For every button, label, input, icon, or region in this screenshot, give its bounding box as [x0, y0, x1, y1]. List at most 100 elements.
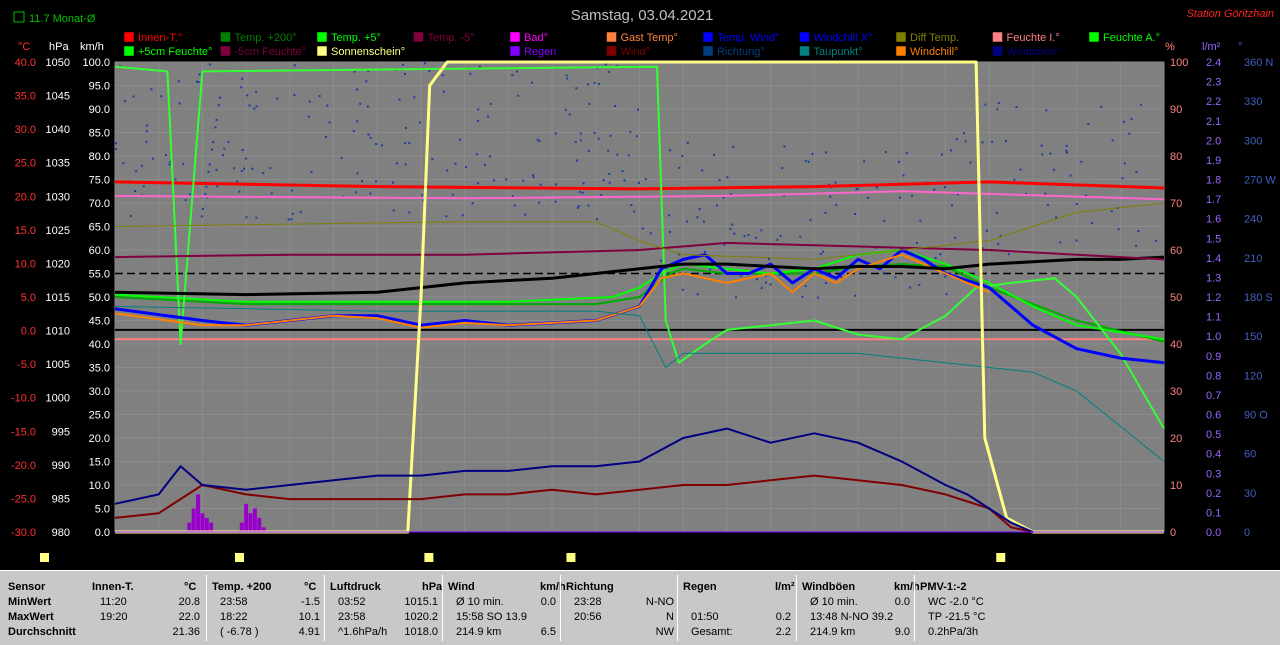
- direction-point: [678, 166, 681, 169]
- direction-point: [819, 253, 822, 256]
- direction-point: [375, 143, 378, 146]
- direction-point: [951, 204, 954, 207]
- direction-point: [945, 293, 948, 296]
- direction-point: [565, 74, 568, 77]
- direction-point: [997, 243, 1000, 246]
- direction-point: [270, 192, 273, 195]
- direction-point: [755, 278, 758, 281]
- direction-point: [464, 166, 467, 169]
- legend-swatch: [606, 31, 617, 43]
- x-tick-label: 10:00: [538, 542, 566, 554]
- direction-point: [574, 140, 577, 143]
- series-line: [114, 190, 1165, 201]
- direction-point: [944, 275, 947, 278]
- stat-separator: [560, 575, 561, 641]
- direction-point: [608, 172, 611, 175]
- marker-label: 19:45: [964, 553, 992, 565]
- legend-label: Diff Temp.: [910, 32, 959, 44]
- marker-label: 02:20: [203, 553, 231, 565]
- direction-point: [600, 194, 603, 197]
- x-tick-label: 01:00: [145, 542, 173, 554]
- direction-point: [996, 108, 999, 111]
- wind-tick-label: 65.0: [89, 222, 110, 234]
- direction-point: [469, 72, 472, 75]
- direction-point: [635, 135, 638, 138]
- direction-point: [200, 215, 203, 218]
- direction-point: [308, 100, 311, 103]
- wind-tick-label: 0.0: [95, 527, 110, 539]
- direction-point: [933, 188, 936, 191]
- rain-bar: [257, 517, 262, 532]
- stat-value: 1018.0: [404, 626, 438, 638]
- direction-point: [352, 130, 355, 133]
- direction-point: [1117, 228, 1120, 231]
- direction-point: [940, 153, 943, 156]
- direction-point: [856, 187, 859, 190]
- direction-point: [575, 87, 578, 90]
- legend-swatch: [606, 45, 617, 57]
- direction-point: [269, 167, 272, 170]
- direction-point: [1139, 103, 1142, 106]
- direction-point: [446, 169, 449, 172]
- direction-point: [404, 126, 407, 129]
- series-line: [114, 202, 1165, 260]
- rain-bar: [196, 494, 201, 532]
- rain-tick-label: 1.5: [1206, 233, 1221, 245]
- dir-tick-label: 60: [1244, 449, 1256, 461]
- direction-point: [1075, 239, 1078, 242]
- rain-tick-label: 0.3: [1206, 468, 1221, 480]
- direction-point: [392, 209, 395, 212]
- direction-point: [954, 236, 957, 239]
- direction-point: [184, 199, 187, 202]
- direction-point: [731, 223, 734, 226]
- direction-point: [984, 103, 987, 106]
- direction-point: [1080, 160, 1083, 163]
- direction-point: [1007, 253, 1010, 256]
- direction-point: [236, 180, 239, 183]
- humid-tick-label: 80: [1170, 151, 1182, 163]
- direction-point: [564, 108, 567, 111]
- rain-tick-label: 1.9: [1206, 155, 1221, 167]
- stat-value: 1020.2: [404, 611, 438, 623]
- direction-point: [538, 201, 541, 204]
- direction-point: [135, 170, 138, 173]
- direction-point: [604, 63, 607, 66]
- direction-point: [442, 90, 445, 93]
- stat-row-label: Sensor: [8, 581, 46, 593]
- temp-tick-label: -20.0: [11, 460, 36, 472]
- direction-point: [681, 155, 684, 158]
- legend-label: Temp. -5°: [428, 32, 475, 44]
- direction-point: [853, 213, 856, 216]
- direction-point: [340, 157, 343, 160]
- direction-point: [593, 82, 596, 85]
- stat-col-unit: km/h: [540, 581, 566, 593]
- stat-col-title: Innen-T.: [92, 581, 134, 593]
- stat-cell: 18:22: [220, 611, 248, 623]
- x-tick-label: 00:00: [101, 542, 129, 554]
- direction-point: [245, 216, 248, 219]
- stat-cell: WC -2.0 °C: [928, 596, 984, 608]
- direction-point: [428, 70, 431, 73]
- rain-tick-label: 0.7: [1206, 390, 1221, 402]
- unit-press: hPa: [49, 41, 69, 53]
- direction-point: [477, 108, 480, 111]
- direction-point: [816, 296, 819, 299]
- rain-bar: [239, 522, 244, 532]
- direction-point: [1154, 239, 1157, 242]
- direction-point: [644, 178, 647, 181]
- direction-point: [205, 185, 208, 188]
- temp-tick-label: -5.0: [17, 359, 36, 371]
- direction-point: [356, 172, 359, 175]
- direction-point: [554, 132, 557, 135]
- wind-tick-label: 55.0: [89, 269, 110, 281]
- temp-tick-label: 0.0: [21, 326, 36, 338]
- legend-label: Windböen°: [1007, 46, 1061, 58]
- direction-point: [999, 235, 1002, 238]
- direction-point: [1052, 168, 1055, 171]
- direction-point: [227, 140, 230, 143]
- rain-tick-label: 0.1: [1206, 507, 1221, 519]
- direction-point: [483, 163, 486, 166]
- stat-value: N-NO: [645, 596, 674, 608]
- legend-swatch: [1088, 31, 1100, 43]
- stat-cell: 15:58 SO 13.9: [456, 611, 527, 623]
